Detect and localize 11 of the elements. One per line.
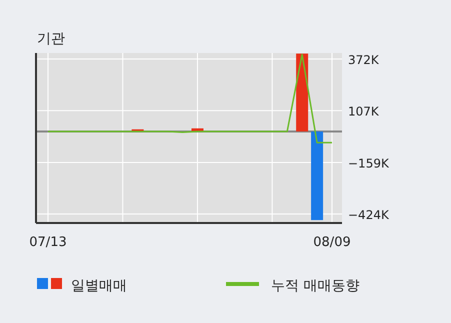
y-tick-label: −424K — [348, 208, 390, 222]
line-series — [47, 54, 333, 144]
y-tick-label: 107K — [348, 104, 380, 119]
bar — [311, 131, 324, 220]
legend-label: 누적 매매동향 — [271, 278, 360, 294]
x-tick-label: 07/13 — [29, 235, 67, 250]
chart-title: 기관 — [37, 31, 65, 47]
y-tick-label: 372K — [348, 53, 380, 68]
y-tick-label: −159K — [348, 156, 390, 170]
x-tick-label: 08/09 — [313, 235, 351, 250]
legend-label: 일별매매 — [71, 278, 127, 294]
